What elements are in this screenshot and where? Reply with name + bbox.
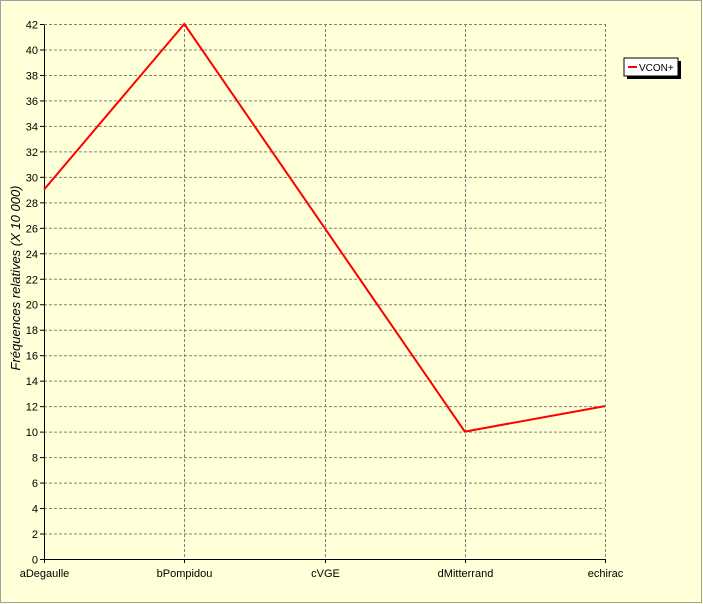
series-layer: [43, 22, 606, 433]
x-tick-label: cVGE: [311, 568, 340, 580]
x-tick-label: bPompidou: [157, 568, 213, 580]
x-tick-label: dMitterrand: [438, 568, 494, 580]
y-tick-label: 28: [26, 198, 38, 210]
y-tick-label: 18: [26, 325, 38, 337]
y-tick-label: 14: [26, 376, 38, 388]
y-tick-label: 26: [26, 223, 38, 235]
y-axis-label: Fréquences relatives (X 10 000): [8, 186, 23, 371]
x-tick-label: echirac: [588, 568, 624, 580]
y-tick-label: 30: [26, 172, 38, 184]
y-tick-label: 20: [26, 300, 38, 312]
legend-entry-label: VCON+: [639, 63, 674, 74]
y-tick-label: 16: [26, 351, 38, 363]
y-tick-label: 2: [32, 529, 38, 541]
y-tick-label: 24: [26, 249, 38, 261]
y-tick-label: 36: [26, 96, 38, 108]
y-tick-label: 34: [26, 121, 38, 133]
y-tick-label: 38: [26, 70, 38, 82]
y-tick-label: 22: [26, 274, 38, 286]
y-tick-label: 8: [32, 453, 38, 465]
y-tick-label: 6: [32, 478, 38, 490]
legend: VCON+: [623, 57, 681, 79]
y-tick-label: 42: [26, 20, 38, 32]
axes-layer: [40, 24, 606, 563]
y-tick-label: 10: [26, 427, 38, 439]
x-tick-labels: aDegaulle bPompidou cVGE dMitterrand echirac: [20, 568, 624, 580]
legend-box: [623, 57, 679, 77]
x-tick-label: aDegaulle: [20, 568, 70, 580]
y-tick-label: 0: [32, 555, 38, 567]
y-tick-label: 40: [26, 45, 38, 57]
y-tick-label: 4: [32, 504, 38, 516]
y-tick-label: 12: [26, 402, 38, 414]
y-tick-label: 32: [26, 147, 38, 159]
